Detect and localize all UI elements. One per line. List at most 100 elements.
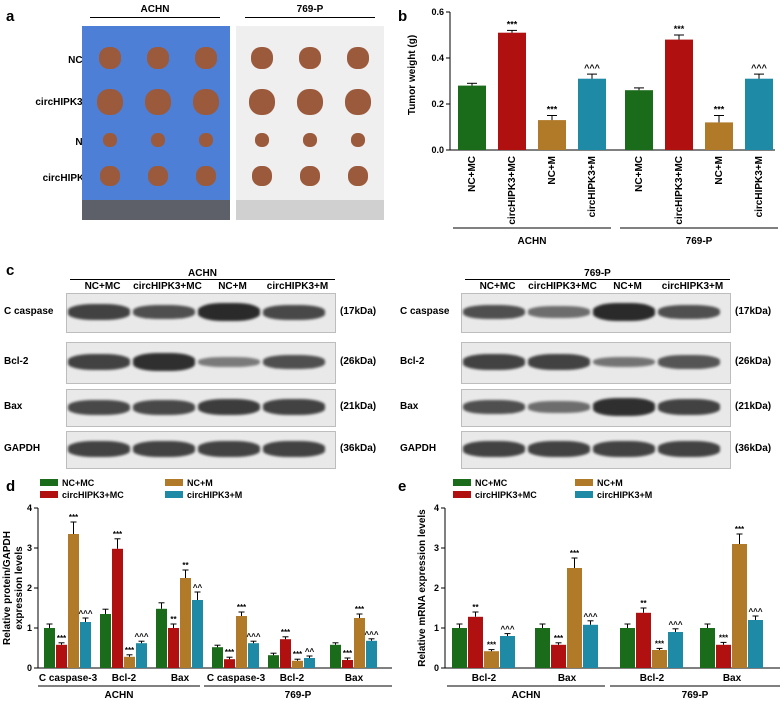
protein-band [658, 399, 720, 415]
blot-group-769p: 769-P [465, 268, 730, 280]
tumor-specimen [350, 132, 366, 148]
panel-label-b: b [398, 8, 408, 25]
significance-label: ^^^ [134, 632, 148, 641]
bar [668, 632, 683, 668]
bar [535, 628, 550, 668]
significance-label: ^^^ [748, 607, 762, 616]
x-tick-label: C caspase-3 [39, 673, 98, 684]
tumor-specimen [148, 166, 168, 186]
significance-label: *** [57, 634, 67, 643]
bar [80, 622, 91, 668]
molecular-weight-label: (21kDa) [735, 401, 772, 412]
bar [192, 600, 203, 668]
significance-label: *** [507, 19, 518, 29]
bar [354, 618, 365, 668]
bar [452, 628, 467, 668]
protein-label: C caspase [4, 306, 54, 317]
y-tick-label: 0.2 [431, 99, 444, 109]
significance-label: ^^ [193, 583, 203, 592]
x-tick-label: circHIPK3+M [754, 156, 765, 217]
bar [280, 639, 291, 668]
protein-band [133, 353, 195, 371]
significance-label: *** [719, 633, 729, 642]
legend-label: NC+M [187, 478, 213, 488]
y-tick-label: 3 [434, 543, 439, 553]
protein-band [658, 355, 720, 369]
tumor-specimen [344, 88, 372, 116]
significance-label: *** [674, 24, 685, 34]
protein-band [528, 441, 590, 457]
bar [304, 658, 315, 668]
tumor-specimen [300, 166, 320, 186]
protein-band [463, 441, 525, 457]
panel-label-a: a [6, 8, 15, 25]
molecular-weight-label: (21kDa) [340, 401, 377, 412]
protein-band [198, 441, 260, 457]
protein-band [463, 399, 525, 415]
lane-label: NC+MC [479, 281, 516, 292]
bar [732, 544, 747, 668]
protein-label: GAPDH [4, 443, 41, 454]
y-tick-label: 0 [27, 663, 32, 673]
significance-label: *** [343, 649, 353, 658]
bar [620, 628, 635, 668]
chart-b: Tumor weight (g) 0.0 0.2 0.4 0.6 NC+MC *** cir… [407, 7, 778, 247]
legend-label: NC+MC [62, 478, 95, 488]
panel-label-e: e [398, 478, 407, 495]
y-tick-label: 1 [434, 623, 439, 633]
legend-swatch [575, 491, 593, 498]
x-tick-label: Bcl-2 [640, 673, 665, 684]
significance-label: ** [170, 615, 177, 624]
legend-swatch [40, 479, 58, 486]
bar [665, 39, 693, 150]
molecular-weight-label: (26kDa) [735, 356, 772, 367]
significance-label: *** [735, 525, 745, 534]
bar [705, 122, 733, 150]
protein-band [528, 306, 590, 318]
protein-band [463, 354, 525, 370]
molecular-weight-label: (17kDa) [735, 306, 772, 317]
significance-label: ** [182, 561, 189, 570]
blot-group-achn: ACHN [70, 268, 335, 280]
x-tick-label: Bax [171, 673, 190, 684]
tumor-specimen [195, 47, 217, 69]
chart-b-ylabel: Tumor weight (g) [407, 35, 418, 115]
bar [168, 628, 179, 668]
x-tick-label: NC+M [547, 156, 558, 185]
group-label: ACHN [105, 690, 134, 701]
group-label: ACHN [512, 690, 541, 701]
tumor-specimen [102, 132, 118, 148]
lane-label: NC+MC [84, 281, 121, 292]
bar [745, 78, 773, 150]
protein-band [68, 399, 130, 415]
tumor-specimen [196, 166, 216, 186]
significance-label: *** [714, 105, 725, 115]
ruler-769p [236, 200, 384, 220]
bar [268, 655, 279, 668]
chart-d-ylabel-line1: Relative protein/GAPDH [2, 531, 13, 645]
bar [748, 620, 763, 668]
bar [458, 85, 486, 150]
panel-label-c: c [6, 262, 15, 279]
group-label: 769-P [682, 690, 709, 701]
legend-label: circHIPK3+MC [475, 490, 537, 500]
y-tick-label: 3 [27, 543, 32, 553]
legend-swatch [40, 491, 58, 498]
bar [700, 628, 715, 668]
legend-swatch [165, 491, 183, 498]
significance-label: *** [113, 530, 123, 539]
significance-label: *** [69, 513, 79, 522]
bar [366, 640, 377, 668]
bar [500, 636, 515, 668]
significance-label: ^^^ [500, 625, 514, 634]
group-label: ACHN [518, 236, 547, 247]
y-tick-label: 2 [27, 583, 32, 593]
significance-label: ^^^ [583, 612, 597, 621]
bar [56, 644, 67, 668]
significance-label: *** [570, 549, 580, 558]
tumor-specimen [96, 88, 124, 116]
tumor-specimen [254, 132, 270, 148]
tumor-specimen [144, 88, 172, 116]
protein-band [463, 304, 525, 320]
group-label-769p: 769-P [245, 4, 375, 18]
